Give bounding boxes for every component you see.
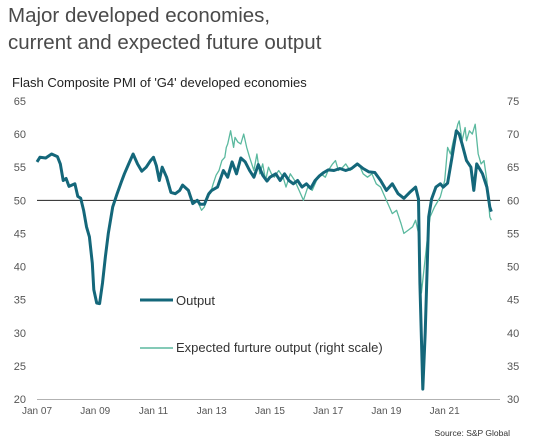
- legend-label-expected: Expected furture output (right scale): [176, 340, 383, 355]
- left-tick-label: 20: [14, 394, 26, 406]
- x-tick-label: Jan 19: [371, 406, 401, 417]
- legend: Output Expected furture output (right sc…: [140, 293, 383, 355]
- left-tick-label: 25: [14, 361, 26, 373]
- title-line-2: current and expected future output: [8, 31, 322, 54]
- right-tick-label: 75: [507, 96, 519, 108]
- right-tick-label: 35: [507, 361, 519, 373]
- left-axis: 20 25 30 35 40 45 50 55 60 65: [14, 96, 26, 406]
- right-tick-label: 45: [507, 295, 519, 307]
- left-tick-label: 65: [14, 96, 26, 108]
- chart-title: Major developed economies, current and e…: [8, 2, 321, 56]
- left-tick-label: 55: [14, 162, 26, 174]
- x-tick-label: Jan 13: [197, 406, 227, 417]
- x-axis: Jan 07 Jan 09 Jan 11 Jan 13 Jan 15 Jan 17 Jan …: [22, 406, 460, 417]
- chart-subtitle: Flash Composite PMI of 'G4' developed ec…: [12, 75, 307, 90]
- x-tick-label: Jan 07: [22, 406, 52, 417]
- left-tick-label: 60: [14, 129, 26, 141]
- left-tick-label: 50: [14, 195, 26, 207]
- expected-output-line: [198, 120, 492, 294]
- right-axis: 30 35 40 45 50 55 60 65 70 75: [507, 96, 519, 406]
- source-note: Source: S&P Global: [434, 428, 510, 438]
- right-tick-label: 40: [507, 328, 519, 340]
- right-tick-label: 65: [507, 162, 519, 174]
- x-tick-label: Jan 11: [139, 406, 169, 417]
- x-tick-label: Jan 21: [430, 406, 460, 417]
- x-tick-label: Jan 09: [80, 406, 110, 417]
- right-tick-label: 60: [507, 195, 519, 207]
- right-tick-label: 30: [507, 394, 519, 406]
- output-line: [35, 129, 493, 391]
- left-tick-label: 35: [14, 295, 26, 307]
- legend-label-output: Output: [176, 293, 215, 308]
- left-tick-label: 30: [14, 328, 26, 340]
- x-tick-label: Jan 17: [313, 406, 343, 417]
- right-tick-label: 55: [507, 228, 519, 240]
- left-tick-label: 40: [14, 262, 26, 274]
- title-line-1: Major developed economies,: [8, 4, 271, 27]
- right-tick-label: 70: [507, 129, 519, 141]
- right-tick-label: 50: [507, 262, 519, 274]
- left-tick-label: 45: [14, 228, 26, 240]
- x-tick-label: Jan 15: [255, 406, 285, 417]
